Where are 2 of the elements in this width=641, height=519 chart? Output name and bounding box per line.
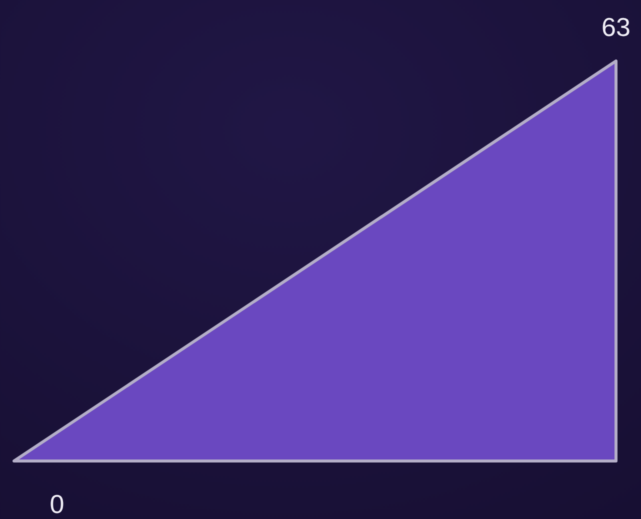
data-label: 63 — [602, 12, 630, 42]
data-label: 0 — [50, 489, 64, 519]
